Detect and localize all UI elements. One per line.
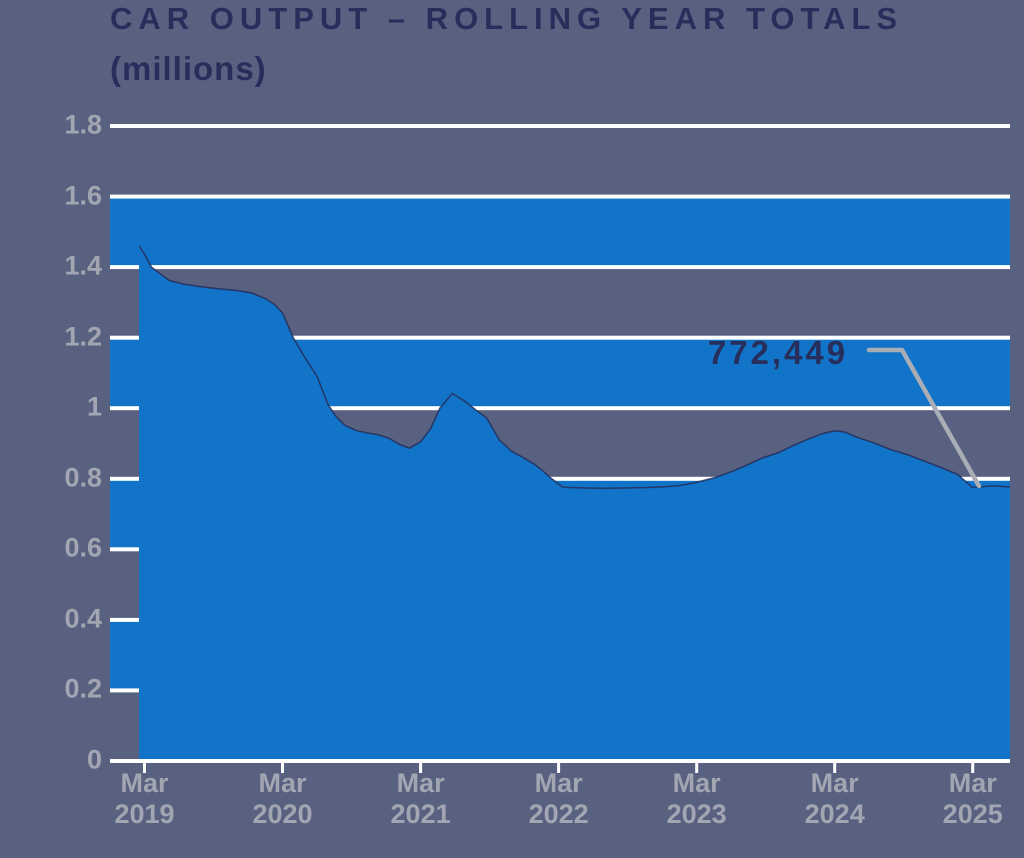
y-axis-label: 1.6 xyxy=(64,180,102,211)
gridline xyxy=(110,406,1010,411)
chart-subtitle: (millions) xyxy=(110,50,267,87)
y-axis-label: 0.6 xyxy=(64,532,102,563)
plot-band xyxy=(110,196,1010,268)
data-point-callout-label: 772,449 xyxy=(707,334,849,371)
axis-tick xyxy=(833,763,837,773)
area-series xyxy=(139,245,1010,759)
x-axis-label: Mar 2022 xyxy=(528,768,589,829)
gridline xyxy=(110,265,1010,270)
gridline xyxy=(110,124,1010,128)
y-axis-label: 1.4 xyxy=(64,250,102,281)
gridline xyxy=(110,759,1010,763)
y-axis-label: 0.2 xyxy=(64,674,102,705)
y-axis-label: 0.8 xyxy=(64,462,102,493)
axis-tick xyxy=(695,763,699,773)
x-axis-label: Mar 2025 xyxy=(942,768,1003,829)
axis-tick xyxy=(971,763,975,773)
y-axis-label: 1.8 xyxy=(64,109,102,140)
x-axis-label: Mar 2024 xyxy=(804,768,865,829)
axis-tick xyxy=(557,763,561,773)
x-axis-label: Mar 2019 xyxy=(114,768,175,829)
axis-tick xyxy=(419,763,423,773)
y-axis-label: 0.4 xyxy=(64,603,102,634)
axis-tick xyxy=(143,763,146,773)
x-axis-label: Mar 2020 xyxy=(252,768,313,829)
gridline xyxy=(110,476,1010,481)
y-axis-label: 1.2 xyxy=(64,321,102,352)
gridline xyxy=(110,194,1010,199)
y-axis-label: 1 xyxy=(86,391,102,422)
x-axis-label: Mar 2021 xyxy=(390,768,451,829)
chart-title: CAR OUTPUT – ROLLING YEAR TOTALS xyxy=(110,1,904,36)
axis-tick xyxy=(281,763,284,773)
area-series-edge xyxy=(138,245,1011,490)
x-axis-label: Mar 2023 xyxy=(666,768,727,829)
y-axis-label: 0 xyxy=(86,744,102,775)
gridline xyxy=(110,335,1010,340)
callout-line xyxy=(866,347,982,489)
